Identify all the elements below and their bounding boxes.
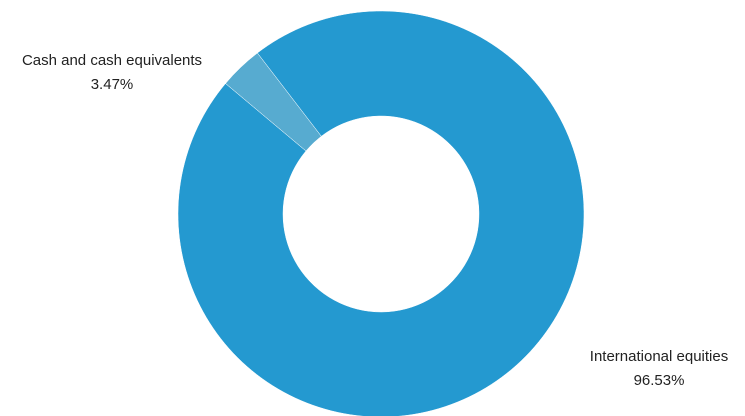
label-intl-name: International equities bbox=[590, 348, 728, 365]
label-intl-value: 96.53% bbox=[634, 372, 685, 389]
label-cash-value: 3.47% bbox=[91, 76, 134, 93]
slice-international-equities bbox=[177, 10, 585, 416]
label-cash-name: Cash and cash equivalents bbox=[22, 52, 202, 69]
slices-group bbox=[177, 10, 585, 416]
